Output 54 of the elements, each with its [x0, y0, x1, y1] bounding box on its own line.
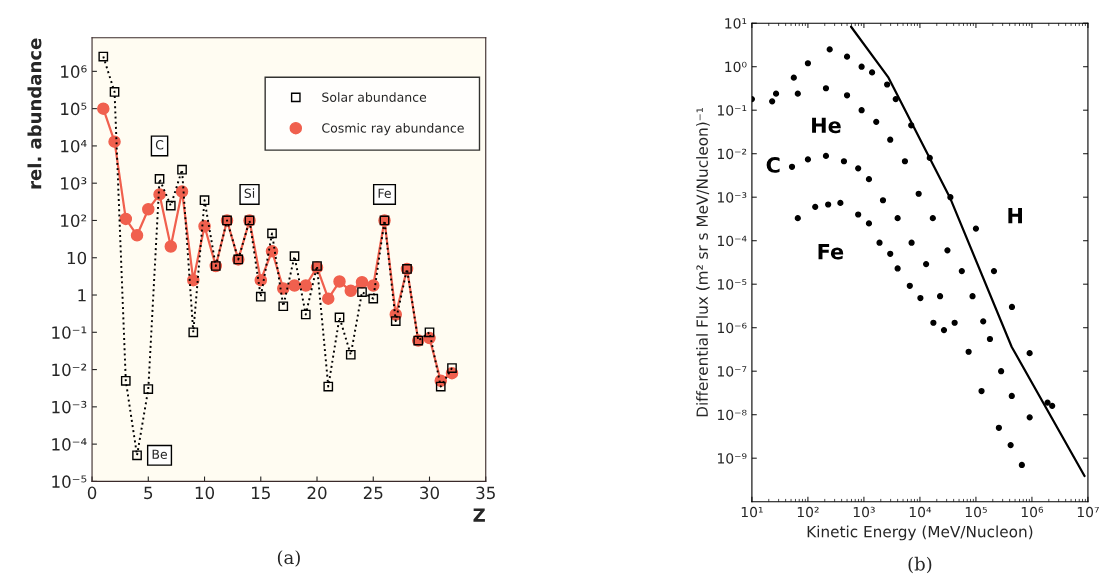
y-tick-label: 10⁻⁷ [717, 366, 747, 377]
y-tick-label: 10⁶ [61, 65, 87, 78]
y-tick-label: 10⁻³ [52, 400, 87, 414]
x-tick-label: 0 [87, 486, 97, 500]
y-tick-label: 10⁻⁴ [717, 235, 747, 247]
x-tick-label: 25 [363, 486, 383, 500]
y-tick-label: 10⁻⁶ [717, 322, 747, 334]
x-tick-label: 15 [252, 486, 270, 500]
x-tick-label: 10⁴ [909, 506, 932, 518]
y-tick-label: 10⁻⁴ [52, 438, 87, 451]
y-tick-label: 10⁴ [61, 139, 87, 153]
series-label: He [812, 117, 841, 134]
legend-label: Cosmic ray abundance [322, 123, 464, 136]
y-tick-label: 1 [78, 289, 86, 302]
x-tick-label: 10⁶ [1021, 506, 1044, 518]
annotation: Fe [378, 188, 391, 199]
y-tick-label: 10⁻⁵ [717, 279, 747, 290]
y-tick-label: 10³ [61, 177, 87, 190]
x-tick-label: 10² [797, 506, 819, 518]
text: (b) [908, 556, 932, 574]
x-axis-title: Z [473, 508, 485, 522]
x-tick-label: 10¹ [741, 506, 763, 518]
y-tick-label: 10⁻⁸ [717, 409, 747, 421]
text: (a) [277, 550, 300, 567]
y-tick-label: 10⁵ [61, 102, 87, 116]
x-tick-label: 10 [195, 486, 215, 500]
y-tick-label: 10 [67, 251, 87, 265]
y-tick-label: 10⁻⁵ [52, 475, 87, 488]
x-tick-label: 10³ [853, 506, 875, 518]
series-label: H [1008, 208, 1022, 224]
x-tick-label: 10⁵ [965, 506, 987, 518]
y-tick-label: 10⁻⁹ [717, 453, 747, 464]
y-tick-label: 10⁻² [52, 363, 87, 377]
y-tick-label: 10⁰ [725, 61, 747, 73]
y-axis-title: rel. abundance [27, 38, 42, 189]
y-tick-label: 10¹ [725, 18, 747, 29]
y-tick-label: 10² [61, 214, 87, 228]
y-tick-label: 10⁻² [717, 148, 747, 160]
y-tick-label: 10⁻³ [717, 192, 747, 203]
legend-label: Solar abundance [322, 92, 427, 102]
y-tick-label: 10⁻¹ [717, 105, 747, 116]
x-tick-label: 5 [144, 486, 153, 500]
series-label: C [766, 157, 780, 173]
y-tick-label: 10⁻¹ [52, 326, 87, 339]
x-tick-label: 10⁷ [1077, 506, 1099, 518]
annotation: Be [152, 449, 167, 459]
x-tick-label: 30 [420, 486, 439, 500]
x-tick-label: 35 [476, 486, 495, 500]
annotation: Si [244, 188, 255, 199]
annotation: C [155, 140, 164, 150]
x-axis-title: Kinetic Energy (MeV/Nucleon) [807, 525, 1033, 541]
x-tick-label: 20 [307, 486, 327, 500]
series-label: Fe [818, 243, 844, 260]
y-axis-title: Differential Flux (m² sr s MeV/Nucleon)⁻¹ [696, 107, 710, 417]
